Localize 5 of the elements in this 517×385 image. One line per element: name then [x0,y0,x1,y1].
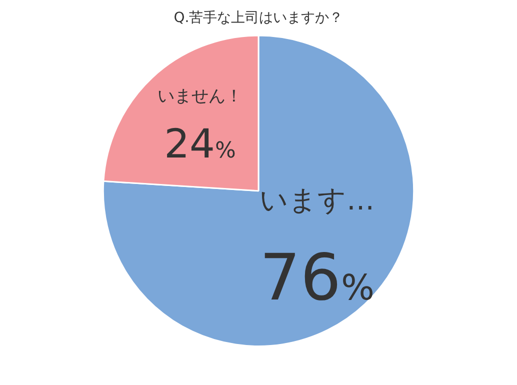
data-label: 24% [164,121,236,168]
slice-label: います… [259,183,374,216]
slice-label: いません！ [158,86,243,106]
data-label: 76% [260,242,374,316]
chart-title: Q.苦手な上司はいますか？ [174,10,344,26]
